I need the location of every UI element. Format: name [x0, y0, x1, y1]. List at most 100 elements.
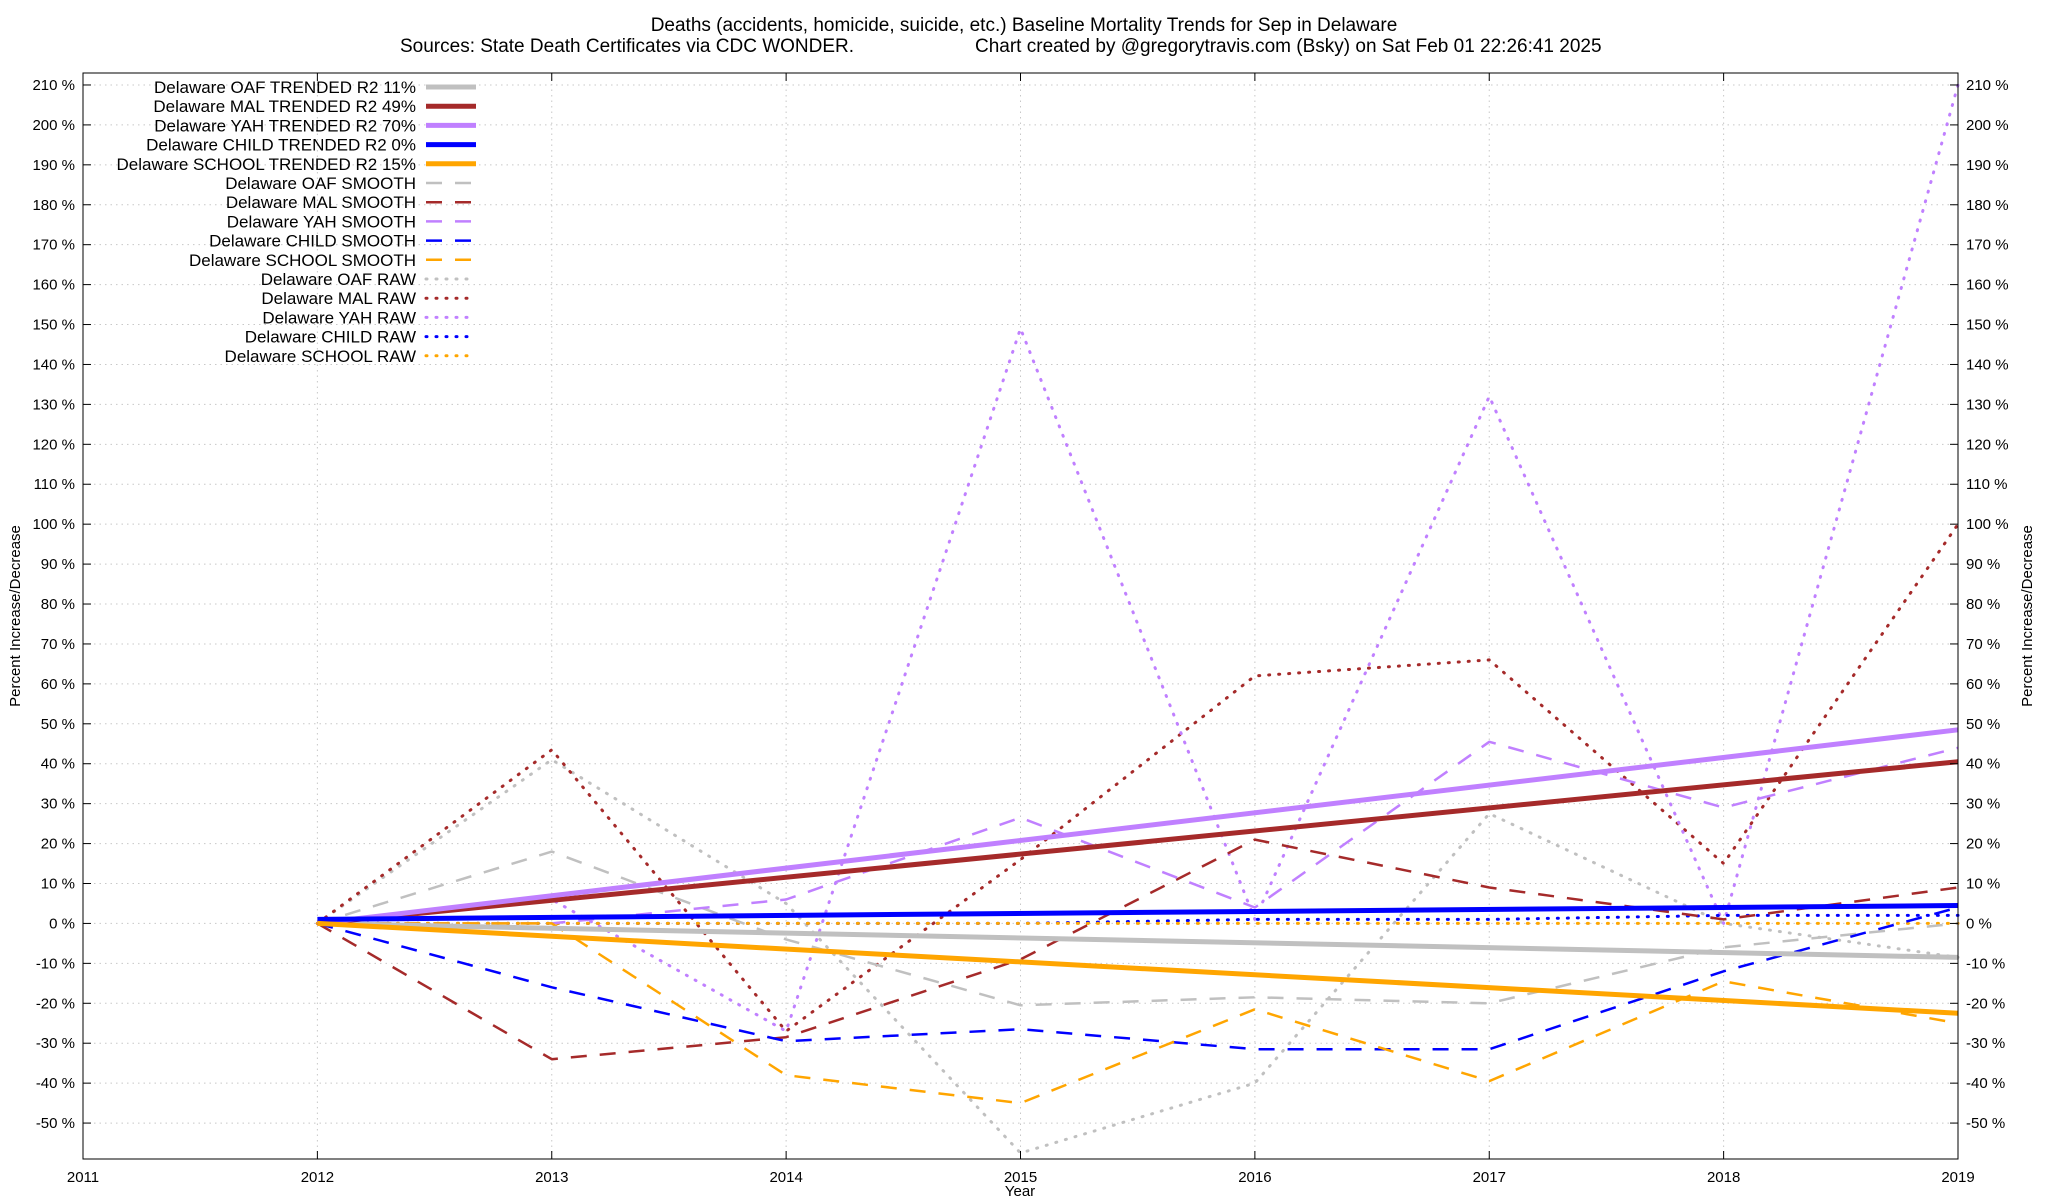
legend-label: Delaware OAF SMOOTH	[225, 174, 416, 193]
series-line-delaware-yah-raw	[315, 83, 1960, 1033]
legend-entry-delaware-mal-raw: Delaware MAL RAW	[261, 289, 478, 308]
legend-entry-delaware-oaf-smooth: Delaware OAF SMOOTH	[225, 174, 476, 193]
legend-entry-delaware-mal-smooth: Delaware MAL SMOOTH	[226, 193, 476, 212]
y-tick-label-right: 130 %	[1966, 396, 2009, 413]
y-tick-label-right: -50 %	[1966, 1115, 2005, 1132]
x-tick-label: 2016	[1238, 1169, 1271, 1186]
legend-entry-delaware-mal-trended-r2-49: Delaware MAL TRENDED R2 49%	[153, 97, 476, 116]
y-tick-label-left: 130 %	[32, 396, 75, 413]
x-tick-label: 2017	[1473, 1169, 1506, 1186]
legend-label: Delaware YAH TRENDED R2 70%	[154, 116, 416, 135]
axis-ticks: 2011 2012 2013 2014 2015 2016 2017 2018 2019 -50 …	[32, 73, 2009, 1186]
chart-subtitle-sources: Sources: State Death Certificates via CD…	[400, 36, 854, 57]
legend-label: Delaware SCHOOL TRENDED R2 15%	[117, 155, 416, 174]
legend-entry-delaware-child-trended-r2-0: Delaware CHILD TRENDED R2 0%	[146, 136, 476, 155]
y-tick-label-right: 100 %	[1966, 516, 2009, 533]
legend-label: Delaware YAH RAW	[262, 308, 416, 327]
legend-label: Delaware MAL SMOOTH	[226, 193, 416, 212]
legend-label: Delaware CHILD SMOOTH	[209, 232, 416, 251]
y-tick-label-right: 80 %	[1966, 596, 2000, 613]
y-tick-label-right: 170 %	[1966, 237, 2009, 254]
y-tick-label-right: 90 %	[1966, 556, 2000, 573]
x-tick-label: 2012	[301, 1169, 334, 1186]
y-tick-label-left: 100 %	[32, 516, 75, 533]
x-tick-label: 2011	[67, 1169, 99, 1186]
legend-label: Delaware CHILD RAW	[245, 328, 416, 347]
y-tick-label-right: -40 %	[1966, 1075, 2005, 1092]
y-tick-label-left: 200 %	[32, 117, 75, 134]
y-tick-label-left: -50 %	[36, 1115, 75, 1132]
legend-label: Delaware YAH SMOOTH	[227, 212, 416, 231]
x-tick-label: 2019	[1941, 1169, 1974, 1186]
y-tick-label-left: 110 %	[34, 476, 75, 493]
y-tick-label-left: 210 %	[32, 77, 75, 94]
y-tick-label-right: 120 %	[1966, 436, 2009, 453]
series-line-delaware-yah-trended-r2-70	[317, 727, 1959, 926]
legend-label: Delaware MAL RAW	[261, 289, 416, 308]
y-tick-label-left: -40 %	[36, 1075, 75, 1092]
y-tick-label-right: 180 %	[1966, 197, 2009, 214]
y-tick-label-right: 210 %	[1966, 77, 2009, 94]
y-tick-label-right: -10 %	[1966, 955, 2005, 972]
y-tick-label-right: 20 %	[1966, 836, 2000, 853]
y-tick-label-right: 190 %	[1966, 157, 2009, 174]
y-tick-label-left: 80 %	[41, 596, 75, 613]
legend-entry-delaware-school-smooth: Delaware SCHOOL SMOOTH	[189, 251, 476, 270]
legend: Delaware OAF TRENDED R2 11%Delaware MAL …	[117, 78, 478, 366]
legend-label: Delaware CHILD TRENDED R2 0%	[146, 136, 416, 155]
legend-label: Delaware MAL TRENDED R2 49%	[153, 97, 416, 116]
y-tick-label-right: 150 %	[1966, 317, 2009, 334]
x-axis-label: Year	[1005, 1183, 1035, 1200]
grid-lines	[83, 73, 1958, 1159]
legend-entry-delaware-oaf-raw: Delaware OAF RAW	[261, 270, 478, 289]
legend-entry-delaware-child-raw: Delaware CHILD RAW	[245, 328, 478, 347]
y-tick-label-right: -30 %	[1966, 1035, 2005, 1052]
y-tick-label-left: 160 %	[32, 277, 75, 294]
legend-entry-delaware-yah-raw: Delaware YAH RAW	[262, 308, 478, 327]
series-line-delaware-child-raw	[315, 913, 1960, 925]
y-tick-label-right: 140 %	[1966, 356, 2009, 373]
series-line-delaware-mal-raw	[315, 522, 1960, 1033]
y-tick-label-left: 190 %	[32, 157, 75, 174]
x-tick-label: 2014	[769, 1169, 802, 1186]
y-tick-label-left: 180 %	[32, 197, 75, 214]
chart-subtitle-credit: Chart created by @gregorytravis.com (Bsk…	[975, 36, 1602, 57]
series-line-delaware-oaf-smooth	[317, 850, 1959, 1007]
y-tick-label-left: 60 %	[41, 676, 75, 693]
y-tick-label-right: 160 %	[1966, 277, 2009, 294]
y-tick-label-right: -20 %	[1966, 995, 2005, 1012]
y-tick-label-left: 140 %	[32, 356, 75, 373]
legend-label: Delaware OAF TRENDED R2 11%	[154, 78, 416, 97]
y-tick-label-left: -30 %	[36, 1035, 75, 1052]
y-tick-label-left: 120 %	[32, 436, 75, 453]
y-tick-label-left: 150 %	[32, 317, 75, 334]
legend-entry-delaware-yah-smooth: Delaware YAH SMOOTH	[227, 212, 476, 231]
y-tick-label-right: 30 %	[1966, 796, 2000, 813]
legend-entry-delaware-child-smooth: Delaware CHILD SMOOTH	[209, 232, 476, 251]
series-line-delaware-child-trended-r2-0	[317, 903, 1959, 922]
y-tick-label-right: 0 %	[1966, 915, 1992, 932]
y-tick-label-left: -20 %	[36, 995, 75, 1012]
series-line-delaware-school-trended-r2-15	[317, 920, 1959, 1016]
series-line-delaware-oaf-trended-r2-11	[317, 920, 1959, 960]
y-tick-label-left: 50 %	[41, 716, 75, 733]
legend-entry-delaware-school-trended-r2-15: Delaware SCHOOL TRENDED R2 15%	[117, 155, 476, 174]
y-tick-label-right: 60 %	[1966, 676, 2000, 693]
legend-label: Delaware OAF RAW	[261, 270, 416, 289]
y-tick-label-left: 170 %	[32, 237, 75, 254]
y-tick-label-left: 20 %	[41, 836, 75, 853]
y-tick-label-left: 40 %	[41, 756, 75, 773]
x-tick-label: 2013	[535, 1169, 568, 1186]
y-tick-label-right: 200 %	[1966, 117, 2009, 134]
legend-entry-delaware-yah-trended-r2-70: Delaware YAH TRENDED R2 70%	[154, 116, 476, 135]
legend-entry-delaware-school-raw: Delaware SCHOOL RAW	[225, 347, 478, 366]
y-tick-label-left: 90 %	[41, 556, 75, 573]
y-tick-label-right: 40 %	[1966, 756, 2000, 773]
y-tick-label-left: -10 %	[36, 955, 75, 972]
y-tick-label-left: 30 %	[41, 796, 75, 813]
series-line-delaware-mal-smooth	[316, 838, 1959, 1061]
x-tick-label: 2015	[1004, 1169, 1037, 1186]
legend-entry-delaware-oaf-trended-r2-11: Delaware OAF TRENDED R2 11%	[154, 78, 476, 97]
y-tick-label-right: 70 %	[1966, 636, 2000, 653]
series-line-delaware-mal-trended-r2-49	[317, 759, 1959, 926]
